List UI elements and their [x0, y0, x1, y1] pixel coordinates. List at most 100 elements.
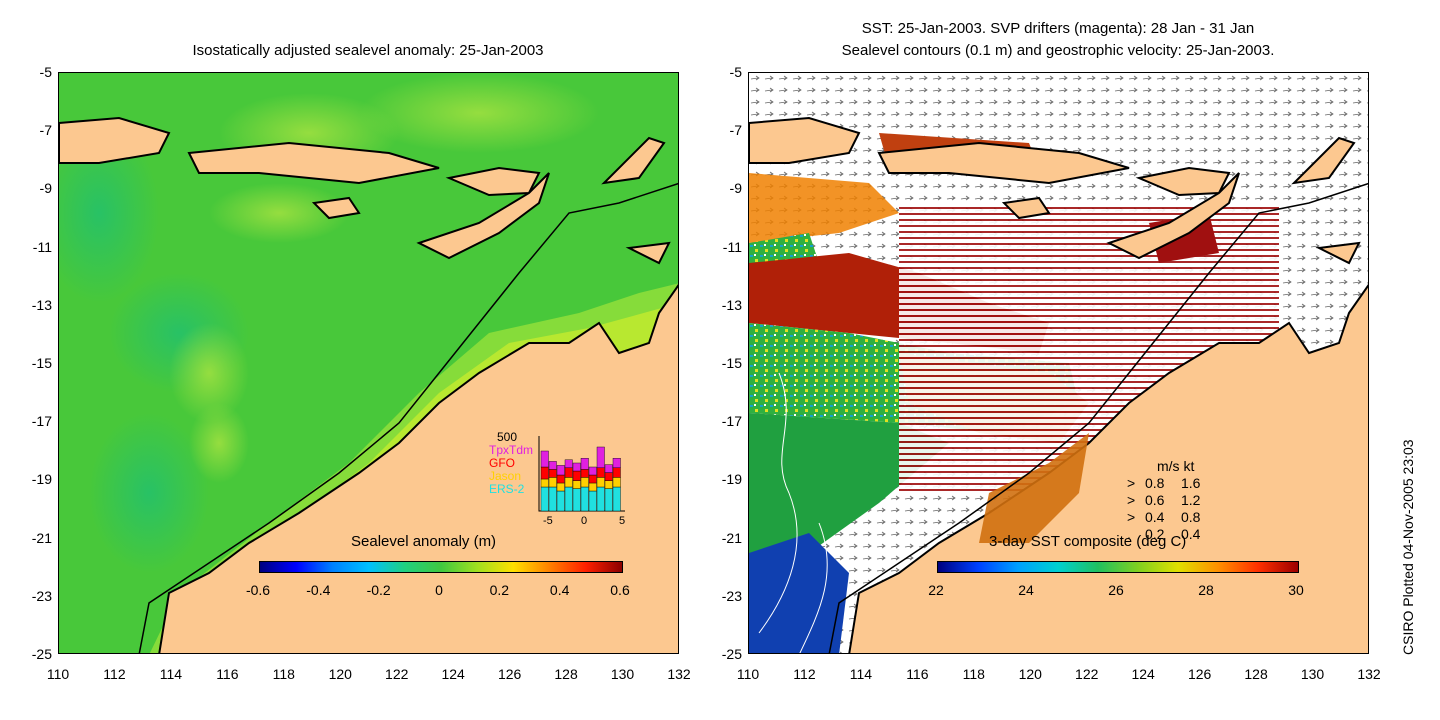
y-tick-label: -7	[39, 122, 52, 139]
velocity-arrow-icon: >	[1127, 509, 1136, 525]
satellite-bar-segment	[564, 477, 573, 488]
satellite-bar-segment	[596, 446, 605, 468]
y-tick-label: -11	[32, 238, 52, 255]
colorbar-tick-label: -0.4	[306, 582, 331, 598]
x-tick-label: 124	[1131, 666, 1155, 682]
x-tick-label: 126	[497, 666, 522, 682]
plot-credit: CSIRO Plotted 04-Nov-2005 23:03	[1400, 439, 1416, 655]
colorbar-tick-label: 28	[1198, 582, 1214, 598]
colorbar-tick-label: 0.4	[549, 582, 570, 598]
satellite-bar-segment	[588, 482, 597, 492]
satellite-bar-segment	[588, 490, 597, 512]
velocity-legend-row: >0.6 1.2	[1127, 492, 1200, 508]
colorbar-tick-label: 22	[928, 582, 944, 598]
x-tick-label: 122	[1075, 666, 1099, 682]
satellite-bar-segment	[588, 474, 597, 484]
y-tick-label: -23	[31, 587, 52, 604]
x-tick-label: 122	[385, 666, 409, 682]
velocity-legend: m/s kt >0.8 1.6 >0.6 1.2 >0.4 0.8. 0.2 0.4	[1127, 458, 1247, 548]
satellite-bar-segment	[548, 477, 557, 488]
x-tick-label: 112	[793, 666, 816, 682]
velocity-ms: 0.6	[1145, 492, 1165, 508]
y-tick-label: -7	[729, 122, 742, 139]
satellite-bar-segment	[556, 490, 565, 512]
x-tick-label: 118	[272, 666, 295, 682]
satellite-bar-segment	[580, 477, 589, 488]
satellite-bar-segment	[596, 467, 605, 478]
bar-chart-tick: 5	[619, 515, 625, 526]
colorbar-tick-label: 24	[1018, 582, 1034, 598]
velocity-kt: 1.2	[1181, 492, 1201, 508]
x-tick-label: 128	[554, 666, 578, 682]
y-tick-label: -13	[31, 296, 52, 313]
x-tick-label: 118	[962, 666, 985, 682]
satellite-bar-segment	[596, 477, 605, 488]
satellite-bar-chart: -5 0 5	[538, 436, 625, 526]
satellite-bar-segment	[572, 470, 581, 481]
y-tick-label: -23	[721, 587, 742, 604]
sealevel-anomaly-map[interactable]: 5 0 0 TpxTdm GFO Jason ERS-2 -5 0 5 Sealevel an…	[58, 72, 679, 654]
right-colorbar-title: 3-day SST composite (deg C)	[989, 533, 1187, 550]
satellite-legend: 500 TpxTdm GFO Jason ERS-2 -5 0 5	[489, 431, 639, 541]
satellite-bar-segment	[564, 459, 573, 468]
satellite-bar-segment	[572, 462, 581, 472]
velocity-legend-row: >0.4 0.8	[1127, 509, 1200, 525]
satellite-bar-segment	[572, 488, 581, 512]
velocity-legend-row: . 0.2 0.4	[1127, 526, 1200, 542]
left-panel-title: Isostatically adjusted sealevel anomaly:…	[192, 42, 544, 59]
x-tick-label: 124	[441, 666, 465, 682]
satellite-bar-segment	[556, 474, 565, 484]
bar-chart-tick: 0	[581, 515, 587, 526]
satellite-bar-segment	[540, 466, 549, 480]
satellite-bar-segment	[596, 486, 605, 512]
x-tick-label: 130	[1300, 666, 1325, 682]
velocity-ms: 0.8	[1145, 475, 1165, 491]
y-tick-label: -5	[39, 64, 52, 80]
right-panel-title-line1: SST: 25-Jan-2003. SVP drifters (magenta)…	[861, 20, 1255, 37]
y-tick-label: -15	[31, 355, 52, 371]
left-colorbar	[259, 561, 623, 573]
satellite-legend-entry: Jason	[489, 469, 522, 483]
satellite-bar-segment	[604, 488, 613, 512]
y-tick-label: -21	[31, 529, 52, 546]
satellite-bar-segment	[572, 480, 581, 489]
bar-chart-tick: -5	[543, 515, 553, 526]
x-tick-label: 112	[103, 666, 126, 682]
x-tick-label: 120	[328, 666, 352, 682]
velocity-ms: 0.4	[1145, 509, 1165, 525]
left-colorbar-title: Sealevel anomaly (m)	[351, 533, 497, 550]
satellite-bar-segment	[564, 486, 573, 512]
satellite-bar-segment	[604, 472, 613, 481]
satellite-bar-segment	[580, 458, 589, 470]
satellite-bar-segment	[604, 480, 613, 489]
satellite-legend-entry: ERS-2	[489, 482, 525, 496]
satellite-bar-segment	[612, 477, 621, 488]
x-tick-label: 132	[1357, 666, 1381, 682]
satellite-bar-segment	[580, 486, 589, 512]
satellite-bar-segment	[604, 464, 613, 473]
velocity-arrow-icon: >	[1127, 475, 1136, 491]
y-tick-label: -19	[721, 471, 742, 488]
x-tick-label: 130	[610, 666, 635, 682]
x-tick-label: 128	[1244, 666, 1268, 682]
colorbar-tick-label: 0	[435, 582, 443, 598]
x-tick-label: 116	[216, 666, 239, 682]
colorbar-tick-label: 0.6	[610, 582, 630, 598]
satellite-legend-entry: TpxTdm	[489, 443, 534, 457]
velocity-legend-header: m/s kt	[1157, 458, 1195, 474]
satellite-legend-entry: GFO	[489, 456, 515, 470]
sst-map[interactable]: m/s kt >0.8 1.6 >0.6 1.2 >0.4 0.8. 0.2 0.4 3-da…	[748, 72, 1369, 654]
colorbar-tick-label: -0.6	[245, 582, 271, 598]
x-tick-label: 132	[667, 666, 691, 682]
colorbar-tick-label: 30	[1288, 582, 1304, 598]
y-tick-label: -19	[31, 471, 52, 488]
x-tick-label: 114	[849, 666, 873, 682]
y-tick-label: -21	[721, 529, 742, 546]
velocity-arrow-icon: .	[1127, 526, 1131, 542]
colorbar-tick-label: 0.2	[489, 582, 510, 598]
velocity-arrow-icon: >	[1127, 492, 1136, 508]
satellite-bar-segment	[540, 478, 549, 488]
satellite-bar-segment	[612, 458, 621, 469]
satellite-bar-segment	[540, 450, 549, 468]
y-tick-label: -11	[722, 238, 742, 255]
